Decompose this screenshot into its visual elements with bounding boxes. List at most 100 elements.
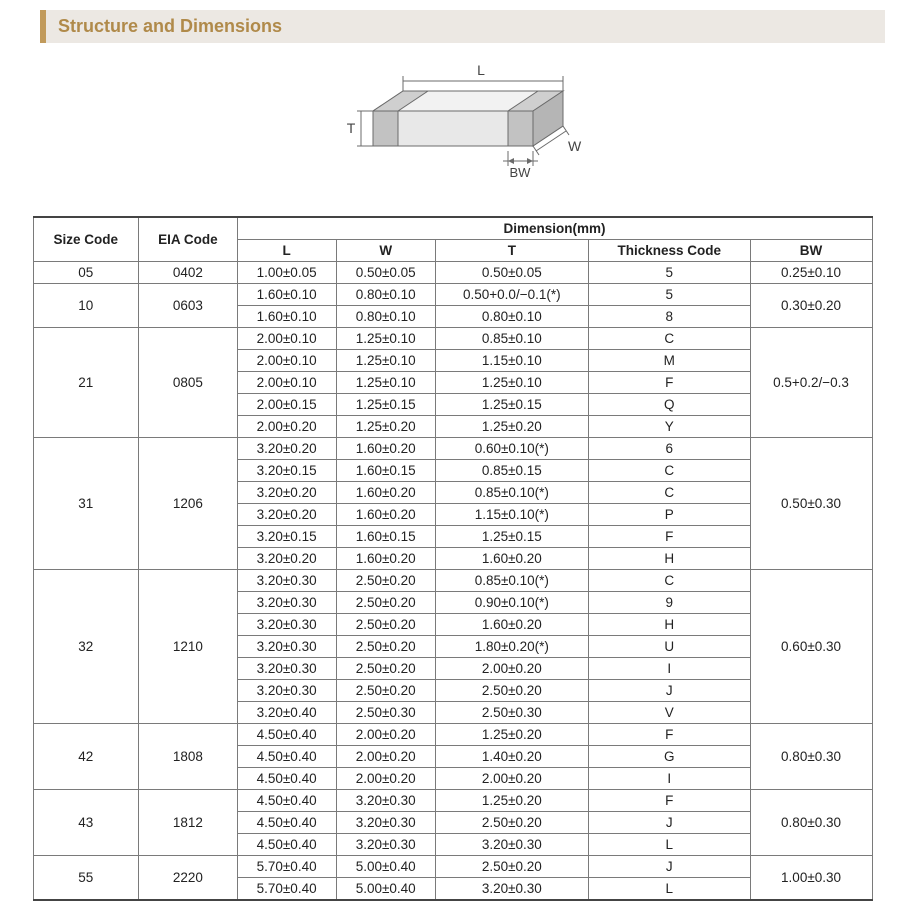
cell-L: 3.20±0.15 [237,460,336,482]
dim-label-T: T [346,120,355,136]
cell-bw: 0.25±0.10 [750,262,872,284]
cell-size-code: 10 [33,284,139,328]
cell-code: 8 [588,306,750,328]
cell-T: 0.85±0.10 [435,328,588,350]
cell-T: 0.80±0.10 [435,306,588,328]
cell-code: I [588,658,750,680]
cell-code: J [588,812,750,834]
cell-L: 4.50±0.40 [237,724,336,746]
cell-size-code: 43 [33,790,139,856]
cell-eia-code: 2220 [139,856,237,901]
cell-W: 1.25±0.10 [336,328,435,350]
cell-code: C [588,328,750,350]
cell-W: 2.50±0.20 [336,570,435,592]
cell-T: 1.25±0.20 [435,724,588,746]
cell-L: 3.20±0.40 [237,702,336,724]
cell-size-code: 55 [33,856,139,901]
cell-W: 2.50±0.20 [336,592,435,614]
cell-L: 3.20±0.30 [237,636,336,658]
table-row: 1006031.60±0.100.80±0.100.50+0.0/−0.1(*)… [33,284,872,306]
cell-code: 5 [588,262,750,284]
cell-W: 2.00±0.20 [336,746,435,768]
cell-W: 2.50±0.30 [336,702,435,724]
col-L: L [237,240,336,262]
cell-T: 2.50±0.20 [435,680,588,702]
cell-code: U [588,636,750,658]
cell-W: 2.00±0.20 [336,768,435,790]
cell-T: 2.50±0.20 [435,812,588,834]
cell-code: M [588,350,750,372]
dim-label-W: W [568,138,582,154]
section-title-bar: Structure and Dimensions [40,10,885,43]
cell-W: 3.20±0.30 [336,834,435,856]
cell-W: 1.25±0.20 [336,416,435,438]
cell-T: 1.80±0.20(*) [435,636,588,658]
cell-code: V [588,702,750,724]
cell-T: 0.85±0.10(*) [435,570,588,592]
dimensions-table: Size Code EIA Code Dimension(mm) L W T T… [33,216,873,901]
cell-T: 0.85±0.10(*) [435,482,588,504]
table-row: 3112063.20±0.201.60±0.200.60±0.10(*)60.5… [33,438,872,460]
cell-eia-code: 1812 [139,790,237,856]
cell-L: 3.20±0.15 [237,526,336,548]
cell-bw: 0.5+0.2/−0.3 [750,328,872,438]
table-row: 4218084.50±0.402.00±0.201.25±0.20F0.80±0… [33,724,872,746]
cell-L: 3.20±0.30 [237,658,336,680]
cell-L: 3.20±0.20 [237,548,336,570]
col-W: W [336,240,435,262]
cell-L: 3.20±0.30 [237,592,336,614]
cell-W: 2.50±0.20 [336,614,435,636]
cell-W: 3.20±0.30 [336,790,435,812]
table-row: 5522205.70±0.405.00±0.402.50±0.20J1.00±0… [33,856,872,878]
cell-T: 0.90±0.10(*) [435,592,588,614]
cell-bw: 0.50±0.30 [750,438,872,570]
cell-L: 2.00±0.15 [237,394,336,416]
cell-T: 2.50±0.20 [435,856,588,878]
cell-T: 1.60±0.20 [435,548,588,570]
cell-W: 2.50±0.20 [336,658,435,680]
cell-W: 1.60±0.15 [336,526,435,548]
cell-code: J [588,856,750,878]
cell-L: 4.50±0.40 [237,812,336,834]
cell-code: F [588,790,750,812]
cell-code: F [588,724,750,746]
cell-code: C [588,460,750,482]
cell-W: 1.60±0.20 [336,482,435,504]
cell-L: 2.00±0.10 [237,372,336,394]
cell-W: 1.60±0.20 [336,438,435,460]
cell-W: 2.50±0.20 [336,680,435,702]
cell-W: 1.60±0.15 [336,460,435,482]
cell-L: 3.20±0.20 [237,438,336,460]
cell-eia-code: 1808 [139,724,237,790]
cell-T: 3.20±0.30 [435,878,588,901]
cell-T: 1.40±0.20 [435,746,588,768]
cell-T: 0.50±0.05 [435,262,588,284]
cell-bw: 0.60±0.30 [750,570,872,724]
cell-L: 3.20±0.30 [237,680,336,702]
cell-T: 2.00±0.20 [435,768,588,790]
cell-T: 2.50±0.30 [435,702,588,724]
cell-code: P [588,504,750,526]
col-size-code: Size Code [33,217,139,262]
cell-code: I [588,768,750,790]
cell-W: 1.60±0.20 [336,504,435,526]
cell-L: 3.20±0.30 [237,614,336,636]
cell-T: 1.60±0.20 [435,614,588,636]
col-T: T [435,240,588,262]
cell-bw: 0.80±0.30 [750,724,872,790]
cell-size-code: 42 [33,724,139,790]
cell-W: 2.00±0.20 [336,724,435,746]
col-thickness-code: Thickness Code [588,240,750,262]
cell-size-code: 31 [33,438,139,570]
cell-L: 1.60±0.10 [237,306,336,328]
cell-W: 0.80±0.10 [336,284,435,306]
cell-size-code: 21 [33,328,139,438]
col-BW: BW [750,240,872,262]
cell-W: 1.25±0.10 [336,350,435,372]
cell-L: 2.00±0.10 [237,350,336,372]
cell-size-code: 32 [33,570,139,724]
cell-L: 4.50±0.40 [237,790,336,812]
cell-T: 0.50+0.0/−0.1(*) [435,284,588,306]
cell-code: G [588,746,750,768]
cell-W: 1.60±0.20 [336,548,435,570]
